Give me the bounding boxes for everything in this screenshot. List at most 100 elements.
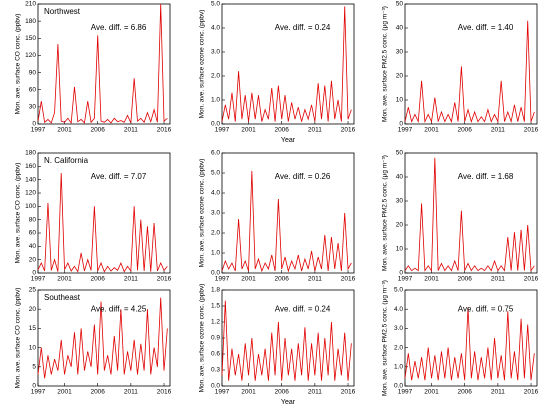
x-tick-label: 2011 — [491, 127, 505, 134]
panel: 0.0 0.3 0.6 0.9 1.2 1.5 1.8 1997 2001 2006 2011 201… — [199, 284, 356, 406]
y-tick-label: 1.5 — [211, 303, 220, 310]
y-tick-label: 0.0 — [394, 383, 403, 390]
x-tick-label: 2006 — [274, 127, 289, 134]
y-tick-label: 6.0 — [211, 150, 220, 157]
y-tick-label: 0.3 — [211, 367, 220, 374]
x-tick-label: 1997 — [215, 389, 230, 396]
annotation: Ave. diff. = 0.75 — [458, 304, 514, 313]
x-tick-label: 2001 — [57, 127, 72, 134]
x-tick-label: 1997 — [31, 276, 46, 283]
y-tick-label: 5 — [32, 364, 36, 371]
y-tick-label: 20 — [29, 306, 37, 313]
x-tick-label: 1997 — [215, 127, 230, 134]
y-tick-label: 10 — [396, 97, 404, 104]
x-tick-label: 2016 — [341, 276, 356, 283]
y-tick-label: 3.0 — [394, 325, 403, 332]
y-tick-label: 10 — [29, 344, 37, 351]
y-tick-label: 210 — [25, 1, 36, 8]
x-tick-label: 2006 — [90, 127, 105, 134]
y-tick-label: 2.0 — [394, 344, 403, 351]
y-tick-label: 0.6 — [211, 351, 220, 358]
x-tick-label: 1997 — [31, 127, 46, 134]
y-tick-label: 2.0 — [211, 230, 220, 237]
y-tick-label: 40 — [29, 243, 37, 250]
y-axis-label: Mon. ave. surface ozone conc. (ppbv) — [199, 10, 206, 119]
y-tick-label: 1.0 — [394, 364, 403, 371]
x-tick-label: 2006 — [90, 389, 105, 396]
y-tick-label: 20 — [29, 256, 37, 263]
y-tick-label: 4.0 — [394, 306, 403, 313]
y-tick-label: 5.0 — [211, 170, 220, 177]
y-tick-label: 5.0 — [394, 287, 403, 294]
x-tick-label: 2016 — [524, 127, 539, 134]
panel: 0 10 20 30 40 50 1997 2001 2006 2011 2016 Mon. ave.… — [382, 150, 539, 283]
annotation: Ave. diff. = 0.26 — [275, 172, 331, 181]
x-tick-label: 2001 — [241, 127, 256, 134]
plot-frame — [404, 3, 538, 125]
y-tick-label: 60 — [29, 86, 37, 93]
annotation: Ave. diff. = 1.40 — [458, 23, 514, 32]
panel: 0.0 1.0 2.0 3.0 4.0 5.0 1997 2001 2006 2011 2016 Mo… — [199, 1, 356, 144]
panel-title: Southeast — [44, 293, 81, 302]
y-tick-label: 50 — [396, 1, 404, 8]
y-axis-label: Mon. ave. surface PM2.5 conc. (μg m⁻³) — [382, 6, 389, 122]
y-tick-label: 30 — [396, 49, 404, 56]
x-tick-label: 2001 — [57, 276, 72, 283]
data-line — [221, 6, 352, 122]
y-tick-label: 10 — [396, 246, 404, 253]
data-line — [37, 172, 168, 273]
y-axis-label: Mon. ave. surface CO conc. (ppbv) — [15, 14, 22, 115]
x-axis-label: Year — [281, 137, 296, 144]
annotation: Ave. diff. = 6.86 — [91, 23, 147, 32]
y-tick-label: 120 — [25, 190, 36, 197]
y-tick-label: 180 — [25, 18, 36, 25]
plot-frame — [404, 289, 538, 387]
plot-frame — [37, 289, 171, 387]
y-tick-label: 0 — [32, 383, 36, 390]
y-tick-label: 80 — [29, 216, 37, 223]
x-tick-label: 2001 — [241, 276, 256, 283]
panel: 0.0 1.0 2.0 3.0 4.0 5.0 1997 2001 2006 2011 2016 Mo… — [382, 280, 539, 396]
x-tick-label: 2001 — [424, 389, 439, 396]
x-tick-label: 1997 — [398, 127, 413, 134]
y-tick-label: 0 — [399, 270, 403, 277]
plot-frame — [221, 152, 355, 274]
annotation: Ave. diff. = 7.07 — [91, 172, 147, 181]
y-tick-label: 5.0 — [211, 1, 220, 8]
x-tick-label: 1997 — [215, 276, 230, 283]
panel: 0 10 20 30 40 50 1997 2001 2006 2011 2016 Mon. ave.… — [382, 1, 539, 134]
data-line — [221, 300, 352, 381]
y-tick-label: 30 — [396, 198, 404, 205]
annotation: Ave. diff. = 0.24 — [275, 304, 331, 313]
y-tick-label: 3.0 — [211, 210, 220, 217]
x-tick-label: 2006 — [457, 389, 472, 396]
y-axis-label: Mon. ave. surface CO conc. (ppbv) — [15, 288, 22, 389]
x-tick-label: 2016 — [157, 127, 172, 134]
y-tick-label: 0.9 — [211, 335, 220, 342]
x-tick-label: 1997 — [31, 389, 46, 396]
y-tick-label: 40 — [396, 25, 404, 32]
panel: 0 20 40 60 80 100 120 140 160 180 1997 2001 2006 2011… — [15, 150, 172, 283]
x-tick-label: 2006 — [90, 276, 105, 283]
y-tick-label: 0 — [399, 121, 403, 128]
panel-title: N. California — [44, 156, 89, 165]
y-axis-label: Mon. ave. surface PM2.5 conc. (μg m⁻³) — [382, 155, 389, 271]
x-tick-label: 2016 — [341, 127, 356, 134]
x-tick-label: 2001 — [57, 389, 72, 396]
y-tick-label: 40 — [396, 174, 404, 181]
x-tick-label: 2006 — [274, 389, 289, 396]
annotation: Ave. diff. = 0.24 — [275, 23, 331, 32]
plot-frame — [404, 152, 538, 274]
x-tick-label: 2016 — [524, 276, 539, 283]
plot-frame — [37, 3, 171, 125]
y-axis-label: Mon. ave. surface PM2.5 conc. (μg m⁻³) — [382, 280, 389, 396]
y-tick-label: 120 — [25, 52, 36, 59]
x-tick-label: 2011 — [124, 276, 138, 283]
y-tick-label: 1.8 — [211, 287, 220, 294]
y-tick-label: 1.0 — [211, 250, 220, 257]
data-line — [221, 170, 352, 273]
y-tick-label: 30 — [29, 104, 37, 111]
x-tick-label: 2016 — [157, 276, 172, 283]
y-tick-label: 15 — [29, 325, 37, 332]
y-tick-label: 1.0 — [211, 97, 220, 104]
